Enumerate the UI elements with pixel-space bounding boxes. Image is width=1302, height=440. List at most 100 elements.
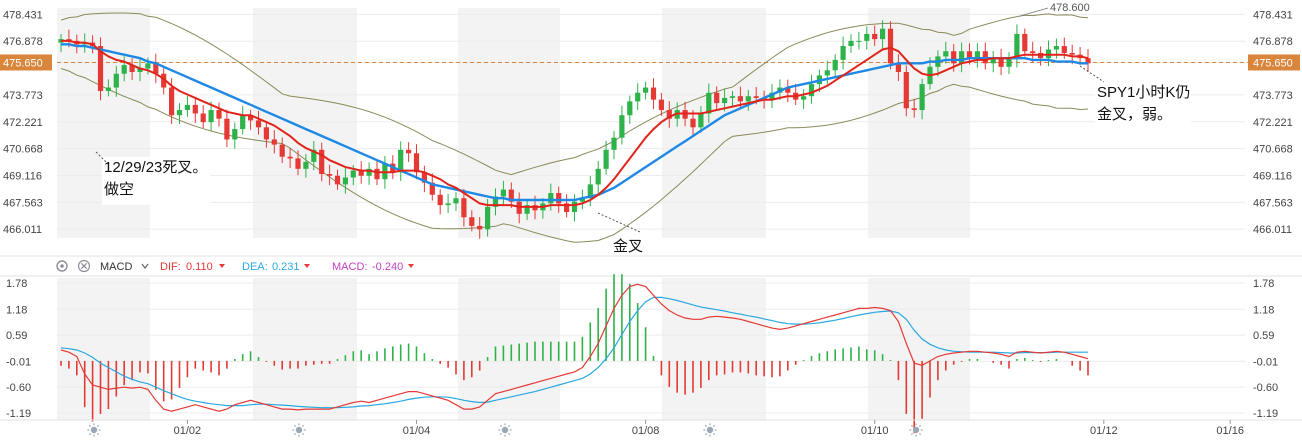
candle [808,74,815,104]
dea-chevron-icon[interactable] [304,264,310,268]
price-tick-right: 473.773 [1253,90,1293,102]
candle [358,161,364,184]
price-tick-left: 470.668 [3,144,43,156]
macd-tick-left: 0.59 [6,330,27,342]
annotation-line: 12/29/23死叉。 [104,159,207,176]
macd-tick-right: -1.19 [1253,408,1278,420]
candle [658,92,664,116]
candle [856,31,862,50]
candle [445,193,451,214]
price-tick-left: 476.878 [3,36,43,48]
candle [595,161,601,194]
macd-tick-right: -0.01 [1253,356,1278,368]
candle [263,121,269,148]
candle [911,98,917,118]
x-tick-label: 01/04 [403,425,431,437]
candle [698,106,704,133]
price-tick-right: 470.668 [1253,144,1293,156]
session-shade [458,278,560,420]
macd-name: MACD [100,261,132,273]
ma-slow-line [61,43,1088,202]
candle [453,192,459,212]
x-tick-label: 01/10 [861,425,889,437]
candle [840,36,846,70]
high-price-label: 478.600 [1050,2,1090,14]
annotation-line: 金叉 [613,238,643,255]
candle [619,105,625,145]
candle [880,20,886,49]
price-tick-right: 475.650 [1253,57,1293,69]
macd-value: -0.240 [372,261,403,273]
dif-line [60,283,1089,412]
candle [240,105,246,135]
candle [303,153,309,178]
session-shade [868,8,970,238]
candle [706,83,712,123]
candle [334,169,341,190]
candle [579,189,585,210]
candle [769,84,775,108]
candle [832,54,838,77]
price-tick-left: 467.563 [3,197,43,209]
lower-band [60,68,1089,243]
candle [153,53,159,84]
macd-tick-left: 1.78 [6,278,27,290]
price-tag [1248,54,1300,71]
candle [643,81,649,100]
candle [113,65,119,97]
settings-icon[interactable] [56,260,68,272]
sun-icon [292,423,306,437]
candle [421,165,427,193]
candle [627,95,633,124]
chevron-down-icon[interactable] [141,263,149,269]
x-tick-label: 01/12 [1090,425,1118,437]
macd-tick-right: 1.78 [1253,278,1274,290]
candle [129,58,135,80]
candle [887,21,894,70]
candle [97,37,104,101]
price-tick-right: 476.878 [1253,36,1293,48]
candle [650,78,657,110]
candle [801,89,807,109]
price-tick-left: 473.773 [3,90,43,102]
price-tick-left: 478.431 [3,9,43,21]
candle [469,210,475,232]
x-tick-label: 01/16 [1216,425,1244,437]
sun-icon [909,423,923,437]
annotation-line: 金叉，弱。 [1097,106,1172,123]
macd-chevron-icon[interactable] [408,264,414,268]
price-tick-left: 466.011 [3,224,42,236]
annotation-golden-cross: 金叉 [597,212,651,262]
candle [429,173,435,201]
price-tick-left: 472.221 [3,117,43,129]
price-panel[interactable]: 478.431 478.431 476.878 476.878 475.650 475.6… [0,2,1302,420]
candle [319,142,325,182]
x-tick-label: 01/02 [174,425,202,437]
candle [200,105,206,129]
sun-icon [703,423,717,437]
close-icon[interactable] [77,259,91,273]
candle [413,144,420,180]
candle [1014,24,1020,68]
candle [192,97,198,123]
dif-chevron-icon[interactable] [219,264,225,268]
candle [224,109,230,148]
candle [1006,52,1012,75]
annotation-line: SPY1小时K仍 [1097,84,1190,101]
candle [295,150,301,176]
candle [998,48,1004,76]
macd-tick-left: 1.18 [6,304,27,316]
price-tick-right: 467.563 [1253,197,1293,209]
candle [208,101,214,132]
macd-panel[interactable]: 1.78 1.78 1.18 1.18 0.59 0.59 -0.01 -0.01 -0.60 -… [6,274,1278,434]
candle [477,217,483,239]
candle [895,54,901,82]
price-tick-left: 469.116 [3,170,42,182]
candle [824,60,830,85]
candle [903,65,909,117]
candle [872,25,878,46]
upper-band [60,12,1089,176]
candle [398,141,404,181]
candle [161,68,167,95]
